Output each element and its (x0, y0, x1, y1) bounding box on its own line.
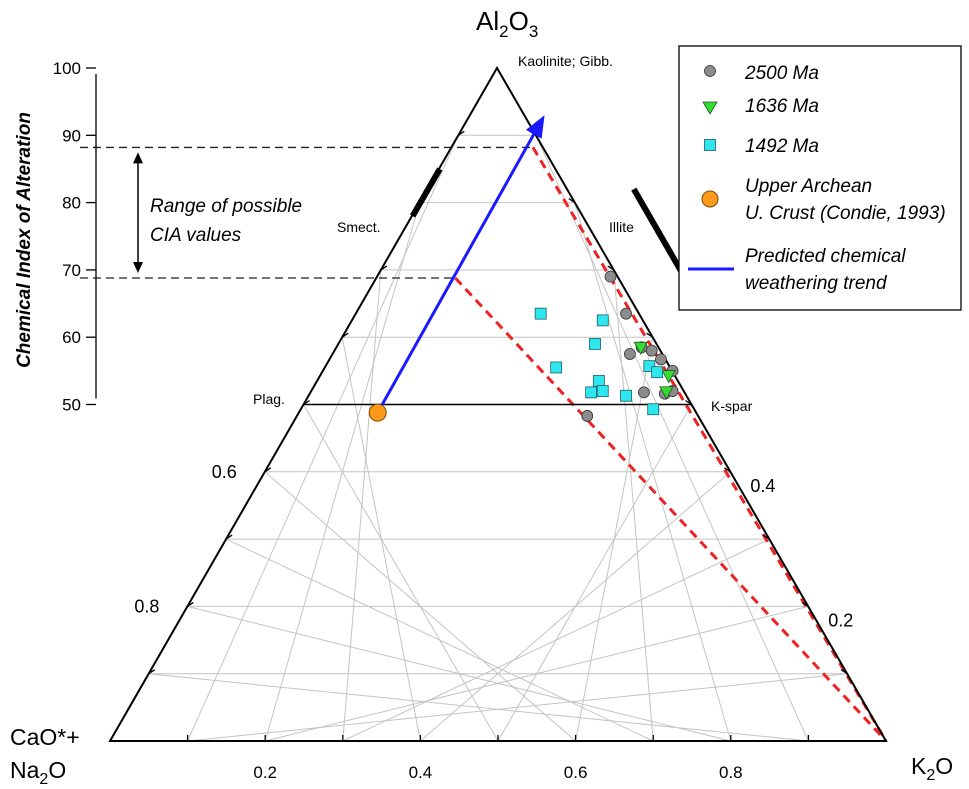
cia-axis-tick-label: 60 (62, 328, 81, 347)
weathering-trend-arrowhead (525, 115, 545, 139)
legend-marker-crust (701, 190, 719, 208)
legend-label-trend-line1: Predicted chemical (745, 246, 906, 267)
point-2500-ma (645, 344, 658, 357)
apex-label-left-line1: CaO*+ (10, 724, 80, 750)
point-1636-ma (633, 341, 648, 356)
cia-axis-tick-label: 50 (62, 396, 81, 415)
grid-line-right-diagonal (535, 135, 809, 742)
cia-range-arrow-head-bottom (133, 261, 143, 273)
left-edge-tick (380, 265, 388, 271)
cia-axis-tick-label: 70 (62, 261, 81, 280)
cia-axis-tick-label: 100 (53, 59, 81, 78)
grid-line-left-diagonal (148, 673, 809, 742)
legend-label-1636: 1636 Ma (745, 96, 819, 117)
legend-box (678, 45, 962, 311)
trend-envelope-lower (454, 276, 888, 743)
grid-line-left-diagonal (187, 605, 731, 742)
apex-label-right: K2O (911, 753, 953, 784)
mineral-label-plagioclase: Plag. (253, 391, 285, 407)
legend-marker-2500 (704, 65, 716, 77)
apex-label-left-line2: Na2O (10, 757, 66, 788)
right-edge-tick (646, 332, 653, 338)
point-2500-ma (581, 410, 594, 422)
right-edge-tick (724, 467, 731, 473)
point-2500-ma (655, 353, 667, 366)
grid-line-right-diagonal (574, 202, 732, 742)
point-1492-ma (550, 361, 563, 374)
point-1492-ma (620, 389, 632, 402)
cia-axis-tick-label: 80 (62, 194, 81, 213)
left-edge-tick (303, 399, 310, 406)
grid-line-right-diagonal (613, 269, 654, 742)
grid-line-left-diagonal (264, 471, 576, 742)
bottom-tick-label: 0.8 (719, 763, 743, 782)
cia-range-label-line2: CIA values (150, 225, 242, 246)
trend-envelope-upper (531, 146, 888, 742)
point-1492-ma (596, 314, 609, 327)
apex-label-top: Al2O3 (476, 6, 538, 41)
point-1492-ma (647, 403, 660, 416)
legend-label-crust-line1: Upper Archean (745, 176, 872, 197)
left-tick-label: 0.8 (134, 596, 159, 616)
point-2500-ma (624, 348, 636, 360)
right-tick-label: 0.4 (750, 476, 775, 496)
right-edge-tick (568, 198, 576, 204)
legend: 2500 Ma 1636 Ma 1492 Ma Upper Archean U.… (678, 45, 962, 311)
right-edge-tick (607, 265, 615, 271)
point-1492-ma (534, 307, 547, 320)
legend-label-trend-line2: weathering trend (745, 273, 888, 294)
cia-axis-tick-label: 90 (62, 126, 81, 145)
left-edge-tick (457, 130, 465, 136)
bottom-tick-label: 0.6 (564, 763, 588, 782)
grid-line-left-diagonal (303, 404, 499, 742)
legend-label-crust-line2: U. Crust (Condie, 1993) (745, 203, 946, 224)
point-1492-ma (596, 385, 609, 397)
legend-label-2500: 2500 Ma (744, 63, 819, 84)
point-2500-ma (637, 386, 650, 399)
right-edge-tick (840, 669, 848, 675)
smectite-field-bar (410, 167, 443, 218)
bottom-tick-label: 0.2 (253, 763, 277, 782)
point-1492-ma (643, 360, 656, 373)
cia-axis-title: Chemical Index of Alteration (14, 112, 35, 368)
left-edge-tick (225, 534, 233, 540)
tick-marks: 50 60 70 80 90 100 0.2 0.4 0.6 0.8 0.6 0.8 0.4 0.2 (53, 59, 854, 782)
bottom-tick-label: 0.4 (409, 763, 433, 782)
data-points (368, 115, 679, 422)
left-edge-tick (264, 467, 272, 473)
mineral-label-kspar: K-spar (711, 398, 753, 414)
left-edge-tick (419, 198, 426, 204)
grid-line-right-diagonal (497, 404, 692, 742)
right-edge-tick (762, 534, 770, 540)
left-edge-tick (148, 669, 156, 675)
point-1492-ma (651, 366, 663, 379)
cia-range-arrow-head-top (133, 152, 143, 164)
point-1492-ma (592, 375, 605, 387)
point-1492-ma (589, 338, 601, 350)
right-edge-tick (685, 399, 692, 406)
overlay-lines (80, 146, 888, 743)
left-edge-tick (341, 332, 349, 338)
left-edge-tick (187, 601, 194, 607)
grid-line-left-diagonal (225, 538, 654, 742)
mineral-label-smectite: Smect. (337, 219, 381, 235)
point-1492-ma (585, 386, 598, 399)
mineral-label-illite: Illite (609, 219, 634, 235)
mineral-label-kaolinite: Kaolinite; Gibb. (518, 53, 613, 69)
legend-marker-1492 (704, 139, 716, 151)
legend-marker-1636 (702, 101, 718, 115)
left-tick-label: 0.6 (212, 462, 237, 482)
cia-range-label-line1: Range of possible (150, 196, 302, 217)
right-edge-tick (801, 601, 809, 607)
point-1636-ma (659, 386, 674, 400)
point-upper-archean-crust (368, 403, 387, 422)
point-1636-ma (661, 370, 676, 384)
right-tick-label: 0.2 (828, 610, 853, 630)
point-2500-ma (620, 307, 632, 320)
weathering-trend-arrow (376, 133, 536, 414)
point-2500-ma (604, 270, 617, 283)
legend-label-1492: 1492 Ma (745, 136, 819, 157)
